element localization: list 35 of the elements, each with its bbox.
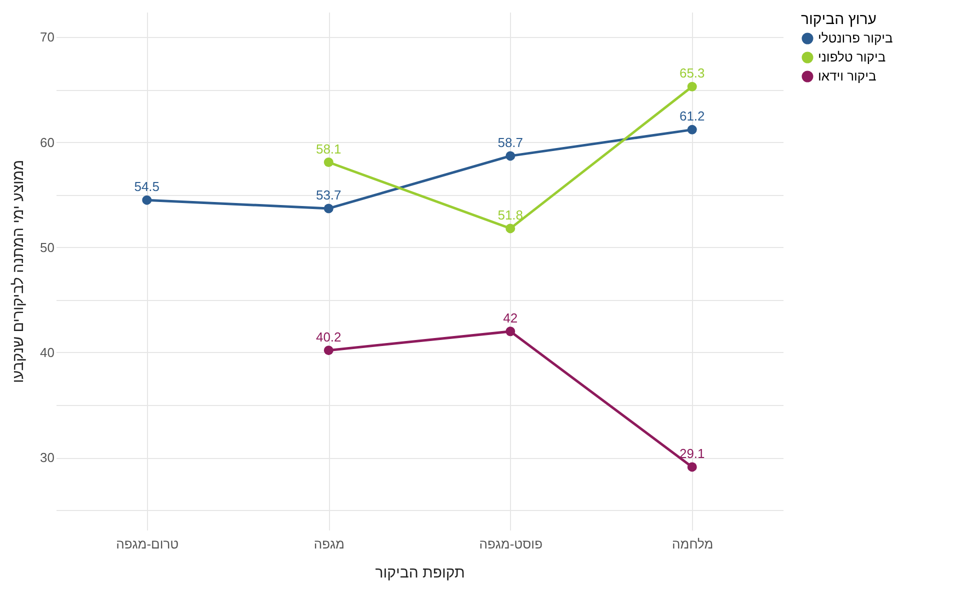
data-label: 40.2 — [316, 329, 342, 344]
point — [324, 158, 334, 167]
data-label: 51.8 — [498, 207, 524, 222]
y-tick-label: 70 — [40, 30, 54, 45]
point — [687, 462, 697, 472]
point — [687, 124, 697, 134]
y-tick-label: 30 — [40, 450, 54, 465]
point — [324, 204, 334, 214]
data-label: 61.2 — [679, 108, 705, 124]
legend-title: ערוץ הביקור — [801, 11, 876, 28]
data-label: 54.5 — [134, 179, 160, 194]
data-label: 58.7 — [498, 134, 524, 150]
data-label: 53.7 — [316, 187, 342, 202]
x-tick-label: מלחמה — [672, 536, 714, 552]
legend-label: ביקור וידאו — [818, 68, 876, 84]
data-label: 58.1 — [316, 141, 342, 156]
y-tick-label: 60 — [40, 134, 54, 150]
y-tick-label: 40 — [40, 344, 54, 360]
y-tick-label: 50 — [40, 240, 54, 255]
legend-label: ביקור פרונטלי — [818, 30, 894, 46]
data-label: 29.1 — [679, 446, 705, 461]
point — [687, 82, 697, 92]
y-axis-title: ממוצע ימי המתנה לביקורים שנקבעו — [10, 160, 28, 384]
point — [142, 195, 152, 205]
x-tick-label: מגפה — [314, 536, 344, 552]
point — [506, 151, 516, 161]
point — [506, 224, 516, 234]
point — [324, 346, 334, 356]
data-label: 65.3 — [679, 66, 705, 81]
x-tick-label: פוסט-מגפה — [479, 536, 543, 552]
legend-label: ביקור טלפוני — [818, 50, 886, 64]
x-axis-title: תקופת הביקור — [375, 564, 465, 582]
data-label: 42 — [503, 310, 518, 326]
point — [506, 326, 516, 336]
x-tick-label: טרום-מגפה — [116, 536, 179, 552]
